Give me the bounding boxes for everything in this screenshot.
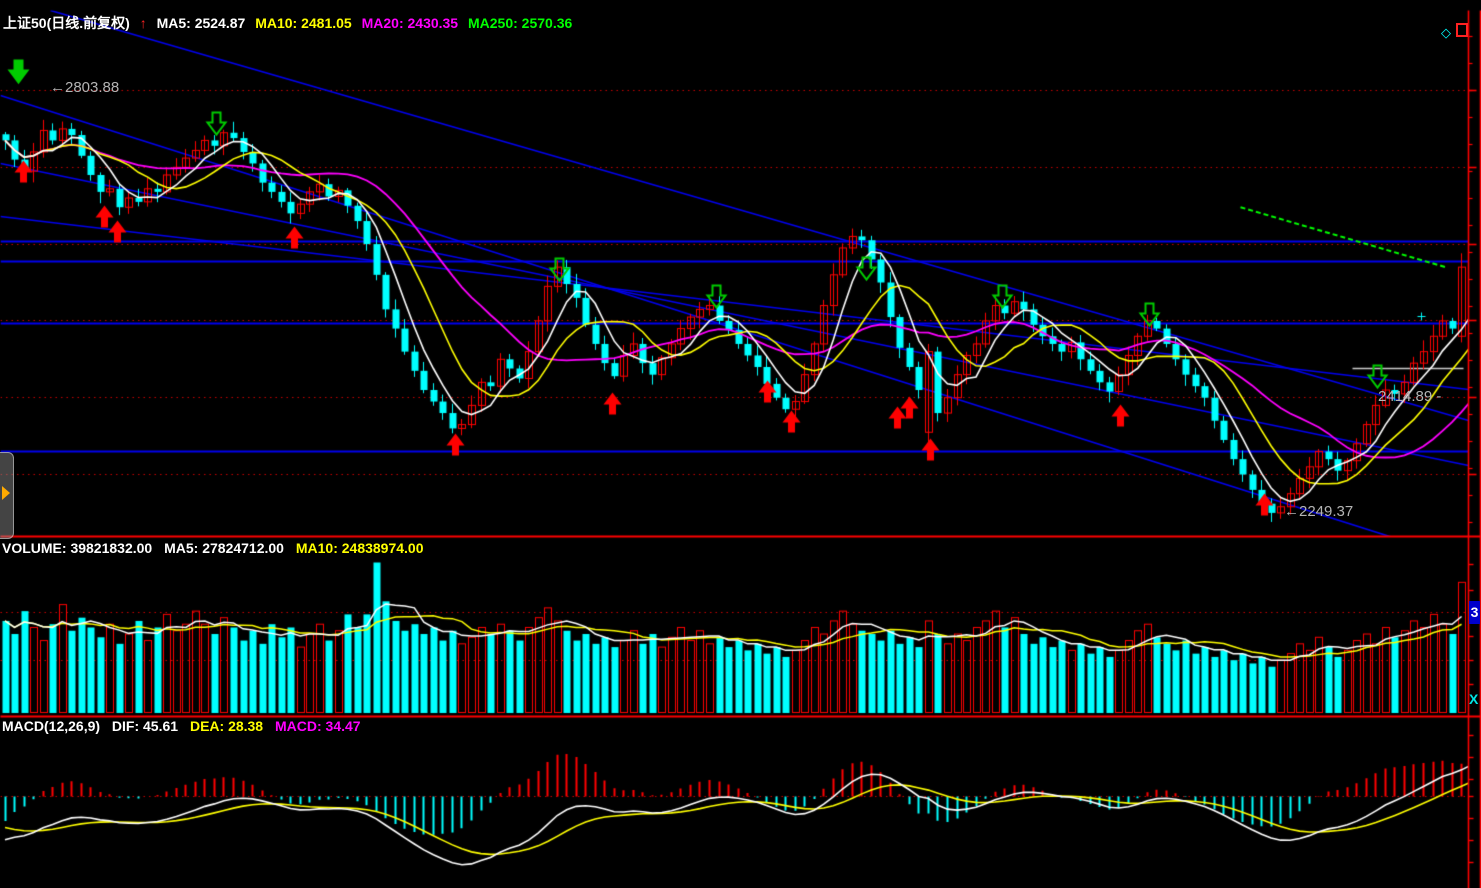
chart-corner-icons: ◇ bbox=[1441, 23, 1468, 39]
ma10-readout: MA10: 2481.05 bbox=[255, 15, 352, 31]
volume-ma10-readout: MA10: 24838974.00 bbox=[295, 540, 424, 556]
volume-readout: VOLUME: 39821832.00 bbox=[2, 540, 153, 556]
ma250-readout: MA250: 2570.36 bbox=[468, 15, 573, 31]
volume-ma5-readout: MA5: 27824712.00 bbox=[164, 540, 284, 556]
volume-panel-header: VOLUME: 39821832.00 MA5: 27824712.00 MA1… bbox=[2, 541, 432, 555]
current-price-label: 2414.89 - bbox=[1378, 388, 1442, 405]
price-panel-header: 上证50(日线.前复权) ↑ MA5: 2524.87 MA10: 2481.0… bbox=[3, 16, 578, 30]
symbol-title: 上证50(日线.前复权) bbox=[3, 15, 130, 31]
volume-scale-badge: 3 bbox=[1469, 601, 1480, 624]
ma20-readout: MA20: 2430.35 bbox=[361, 15, 459, 31]
ma5-readout: MA5: 2524.87 bbox=[156, 15, 246, 31]
low-price-label: ←2249.37 bbox=[1284, 503, 1354, 520]
high-price-label: ←2803.88 bbox=[50, 79, 120, 96]
sidebar-flyout-tab[interactable] bbox=[0, 452, 14, 539]
period-box-icon[interactable] bbox=[1456, 23, 1468, 37]
macd-panel-header: MACD(12,26,9) DIF: 45.61 DEA: 28.38 MACD… bbox=[2, 719, 369, 733]
diamond-icon[interactable]: ◇ bbox=[1441, 25, 1451, 40]
macd-readout: MACD: 34.47 bbox=[275, 718, 361, 734]
buy-signal-icon: ↑ bbox=[139, 15, 147, 31]
dea-readout: DEA: 28.38 bbox=[189, 718, 264, 734]
close-panel-button[interactable]: X bbox=[1469, 691, 1479, 707]
macd-formula: MACD(12,26,9) bbox=[2, 718, 101, 734]
dif-readout: DIF: 45.61 bbox=[111, 718, 179, 734]
expand-arrow-icon bbox=[2, 486, 10, 500]
